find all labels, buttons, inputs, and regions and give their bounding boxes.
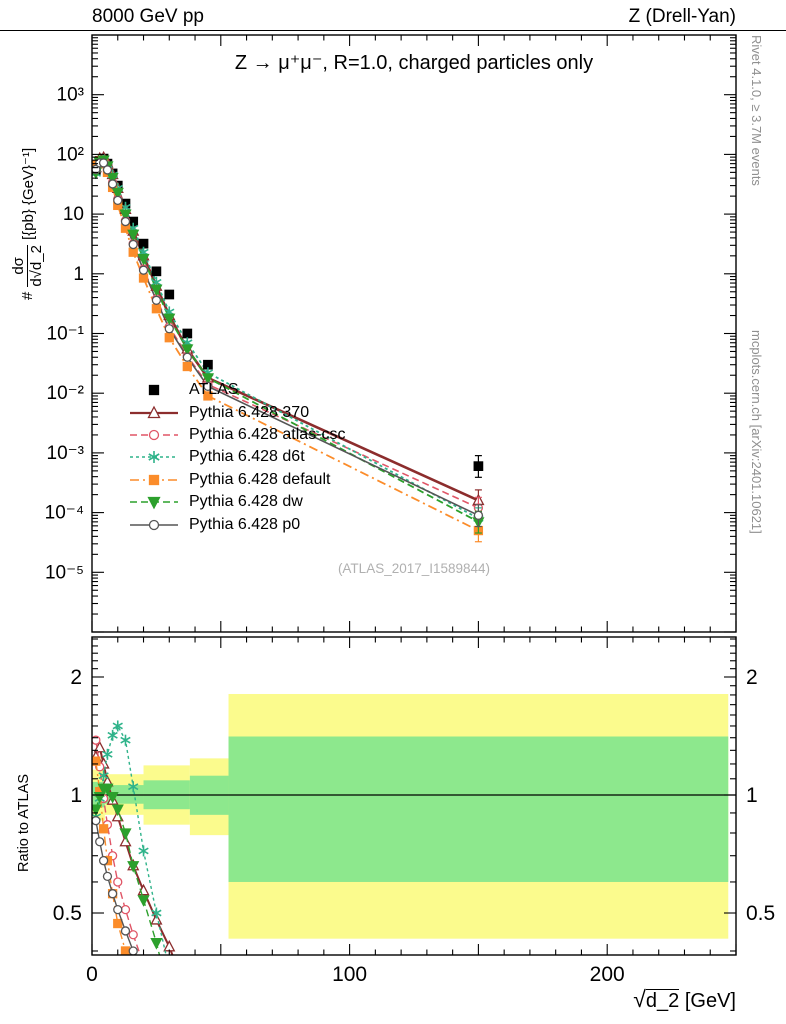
svg-text:10⁻²: 10⁻²	[47, 383, 85, 404]
ratio-panel-series	[92, 720, 176, 955]
legend-marker-d6t	[130, 451, 178, 464]
ratio-frame	[91, 636, 737, 956]
svg-text:10⁻¹: 10⁻¹	[47, 324, 85, 345]
legend-item-p0: Pythia 6.428 p0	[128, 513, 346, 535]
svg-text:2: 2	[70, 666, 82, 689]
svg-text:1: 1	[746, 784, 758, 807]
legend-label-dw: Pythia 6.428 dw	[189, 493, 303, 511]
legend-item-default: Pythia 6.428 default	[128, 469, 346, 491]
legend-item-atlas: ATLAS	[128, 379, 346, 401]
radical-sign: √	[28, 270, 46, 279]
header-divider	[0, 30, 786, 31]
legend: ATLAS Pythia 6.428 370 Pythia 6.428 atlas-…	[128, 379, 346, 536]
ylabel-fraction: dσ d√d_2	[10, 245, 46, 287]
analysis-watermark: (ATLAS_2017_I1589844)	[337, 561, 491, 576]
legend-label-atlas: ATLAS	[189, 381, 239, 399]
legend-label-atlas-csc: Pythia 6.428 atlas-csc	[189, 425, 346, 443]
ylabel-prefix: #	[19, 291, 37, 300]
legend-item-370: Pythia 6.428 370	[128, 401, 346, 423]
svg-text:10⁻⁴: 10⁻⁴	[45, 503, 84, 524]
legend-item-atlas-csc: Pythia 6.428 atlas-csc	[128, 424, 346, 446]
ylabel-denominator: d√d_2	[27, 245, 46, 287]
ylabel-den-d: d	[28, 278, 46, 287]
legend-marker-atlas	[148, 385, 160, 396]
legend-marker-atlas-csc	[130, 429, 178, 441]
ratio-uncertainty-bands	[92, 693, 729, 939]
svg-text:200: 200	[590, 963, 625, 986]
radical-sign: √	[633, 986, 646, 1012]
plot-title: Z → μ⁺μ⁻, R=1.0, charged particles only	[234, 52, 594, 74]
legend-marker-p0	[130, 519, 178, 530]
svg-text:0.5: 0.5	[53, 902, 82, 925]
main-panel-series	[92, 150, 485, 543]
header-process: Z (Drell-Yan)	[628, 6, 736, 27]
series-points-p0	[92, 158, 484, 528]
main-y-axis-label: # dσ d√d_2 [{pb} {GeV}⁻¹]	[10, 148, 46, 300]
ylabel-units: [{pb} {GeV}⁻¹]	[19, 147, 37, 241]
svg-text:10: 10	[63, 204, 84, 225]
svg-text:100: 100	[332, 963, 367, 986]
svg-text:0.5: 0.5	[746, 902, 775, 925]
svg-text:10³: 10³	[57, 85, 84, 106]
xlabel-units: [GeV]	[679, 990, 736, 1012]
ylabel-den-obs: d_2	[27, 245, 46, 271]
legend-label-370: Pythia 6.428 370	[189, 403, 310, 421]
svg-text:10⁻³: 10⁻³	[47, 443, 85, 464]
ratio-y-axis-label: Ratio to ATLAS	[16, 773, 32, 872]
legend-marker-default	[130, 474, 178, 485]
legend-marker-dw	[130, 496, 178, 510]
ratio-series-p0	[92, 816, 138, 955]
xlabel-observable: d_2	[645, 989, 680, 1012]
svg-text:1: 1	[73, 264, 84, 285]
svg-text:2: 2	[746, 666, 758, 689]
svg-text:1: 1	[70, 784, 82, 807]
header-beam-energy: 8000 GeV pp	[92, 6, 204, 27]
legend-label-d6t: Pythia 6.428 d6t	[189, 448, 305, 466]
legend-marker-370	[130, 405, 178, 418]
main-frame	[91, 34, 737, 633]
ratio-series-dw	[92, 783, 163, 955]
legend-item-dw: Pythia 6.428 dw	[128, 491, 346, 513]
axis-tick-labels: 10³ 10² 10 1 10⁻¹ 10⁻² 10⁻³ 10⁻⁴ 10⁻⁵ 2 2 1 1 0.5 0.5 0…	[45, 85, 776, 986]
mcplots-caption: mcplots.cern.ch [arXiv:2401.10621]	[749, 330, 764, 534]
ratio-series-d6t	[92, 720, 167, 955]
x-axis-label: √d_2 [GeV]	[560, 986, 736, 1013]
svg-text:0: 0	[86, 963, 98, 986]
ylabel-numerator: dσ	[10, 245, 29, 287]
legend-item-d6t: Pythia 6.428 d6t	[128, 446, 346, 468]
rivet-version-caption: Rivet 4.1.0, ≥ 3.7M events	[749, 35, 764, 186]
svg-text:10²: 10²	[57, 144, 84, 165]
legend-label-p0: Pythia 6.428 p0	[189, 515, 301, 533]
legend-label-default: Pythia 6.428 default	[189, 470, 331, 488]
svg-text:10⁻⁵: 10⁻⁵	[45, 562, 84, 583]
